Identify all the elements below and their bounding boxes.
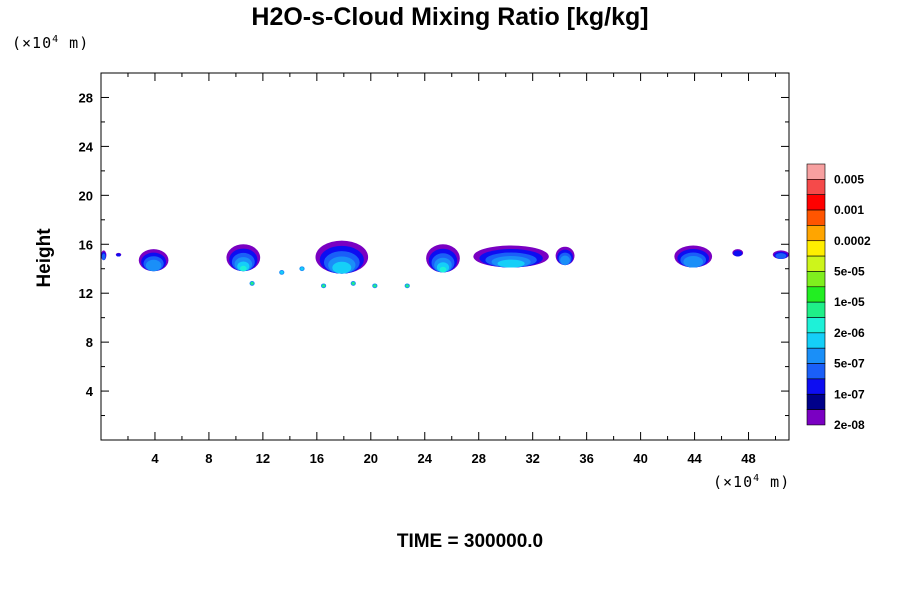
colorbar-swatch	[806, 301, 826, 318]
cloud-feature	[674, 245, 713, 268]
y-axis-unit: (×104 m)	[12, 34, 89, 52]
x-tick-label: 4	[151, 451, 159, 466]
x-tick-label: 48	[741, 451, 755, 466]
y-tick-label: 28	[79, 90, 93, 105]
cloud-cell	[372, 283, 378, 289]
y-tick-label: 4	[86, 384, 94, 399]
cell-band	[300, 267, 304, 271]
cloud-band	[101, 253, 106, 261]
cloud-band	[239, 265, 247, 272]
x-tick-label: 8	[205, 451, 212, 466]
cloud-band	[145, 259, 162, 272]
cloud-cell	[249, 281, 255, 286]
cloud-band	[733, 250, 743, 257]
colorbar-swatch	[806, 225, 826, 242]
colorbar-swatch	[806, 332, 826, 349]
x-tick-label: 28	[471, 451, 485, 466]
cell-band	[321, 284, 326, 288]
colorbar-swatch	[806, 347, 826, 364]
cloud-feature	[473, 245, 549, 268]
x-tick-label: 12	[256, 451, 270, 466]
plot-frame	[100, 72, 790, 441]
x-unit-base: (×10	[713, 473, 754, 491]
cloud-cell	[350, 281, 356, 286]
y-tick-label: 8	[86, 335, 93, 350]
x-tick-label: 40	[633, 451, 647, 466]
colorbar-swatch	[806, 255, 826, 272]
y-axis-label: Height	[34, 228, 55, 288]
y-tick-label: 16	[79, 237, 93, 252]
cloud-band	[497, 259, 525, 268]
x-tick-label: 16	[310, 451, 324, 466]
cloud-feature	[772, 250, 789, 259]
colorbar-swatch	[806, 286, 826, 303]
cloud-band	[332, 261, 352, 274]
colorbar-swatch	[806, 409, 826, 426]
colorbar-swatch	[806, 179, 826, 196]
x-tick-label: 32	[525, 451, 539, 466]
y-tick-label: 20	[79, 188, 93, 203]
cloud-band	[560, 255, 570, 266]
cell-band	[280, 270, 284, 274]
colorbar-swatch	[806, 363, 826, 380]
x-tick-label: 20	[364, 451, 378, 466]
cloud-cell	[279, 270, 285, 275]
cloud-contours	[101, 240, 789, 289]
colorbar: 0.005 0.001 0.0002 5e-05 1e-05 2e-06 5e-07 1e-0…	[806, 163, 871, 432]
cloud-band	[439, 266, 447, 273]
cloud-cell	[404, 283, 410, 289]
colorbar-label: 0.0002	[834, 234, 871, 248]
cloud-feature	[138, 249, 169, 272]
colorbar-swatch	[806, 378, 826, 395]
colorbar-label: 1e-05	[834, 295, 865, 309]
cell-band	[405, 284, 409, 288]
cloud-cell	[320, 283, 327, 289]
y-unit-base: (×10	[12, 34, 53, 52]
colorbar-swatch	[806, 194, 826, 211]
colorbar-label: 1e-07	[834, 387, 865, 401]
cloud-band	[683, 256, 704, 268]
cloud-feature	[101, 250, 107, 261]
colorbar-swatch	[806, 271, 826, 288]
time-label: TIME = 300000.0	[396, 531, 544, 552]
y-unit-exponent: 4	[52, 34, 60, 45]
y-tick-label: 24	[79, 139, 94, 154]
colorbar-label: 0.001	[834, 203, 864, 217]
x-unit-tail: m)	[760, 473, 791, 491]
colorbar-label: 5e-07	[834, 357, 865, 371]
colorbar-swatch	[806, 209, 826, 226]
colorbar-label: 5e-05	[834, 264, 865, 278]
x-tick-label: 44	[687, 451, 702, 466]
x-tick-label: 24	[418, 451, 433, 466]
cloud-feature	[555, 246, 575, 266]
colorbar-label: 0.005	[834, 172, 864, 186]
cell-band	[373, 284, 377, 288]
cloud-band	[116, 253, 121, 257]
colorbar-swatch	[806, 393, 826, 410]
cloud-feature	[226, 244, 261, 272]
y-unit-tail: m)	[59, 34, 90, 52]
x-unit-exponent: 4	[753, 473, 761, 484]
colorbar-swatch	[806, 163, 826, 180]
colorbar-label: 2e-08	[834, 418, 865, 432]
cloud-band	[775, 253, 787, 259]
y-tick-label: 12	[79, 286, 93, 301]
colorbar-swatch	[806, 240, 826, 257]
cloud-feature	[315, 240, 369, 274]
colorbar-swatch	[806, 317, 826, 334]
x-axis-unit: (×104 m)	[713, 473, 790, 491]
x-tick-label: 36	[579, 451, 593, 466]
chart-title: H2O-s-Cloud Mixing Ratio [kg/kg]	[251, 3, 649, 31]
cell-band	[351, 281, 355, 285]
cloud-feature	[115, 252, 122, 257]
cell-band	[250, 281, 254, 285]
cloud-feature	[732, 249, 744, 257]
cloud-cell	[299, 266, 305, 272]
colorbar-label: 2e-06	[834, 326, 865, 340]
cloud-feature	[426, 244, 460, 273]
